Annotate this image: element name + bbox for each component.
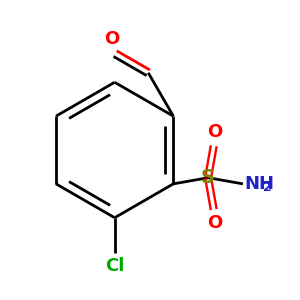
Text: O: O: [208, 214, 223, 232]
Text: 2: 2: [263, 181, 272, 194]
Text: Cl: Cl: [105, 256, 124, 274]
Text: S: S: [201, 168, 215, 187]
Text: O: O: [105, 30, 120, 48]
Text: O: O: [208, 123, 223, 141]
Text: NH: NH: [244, 175, 274, 193]
